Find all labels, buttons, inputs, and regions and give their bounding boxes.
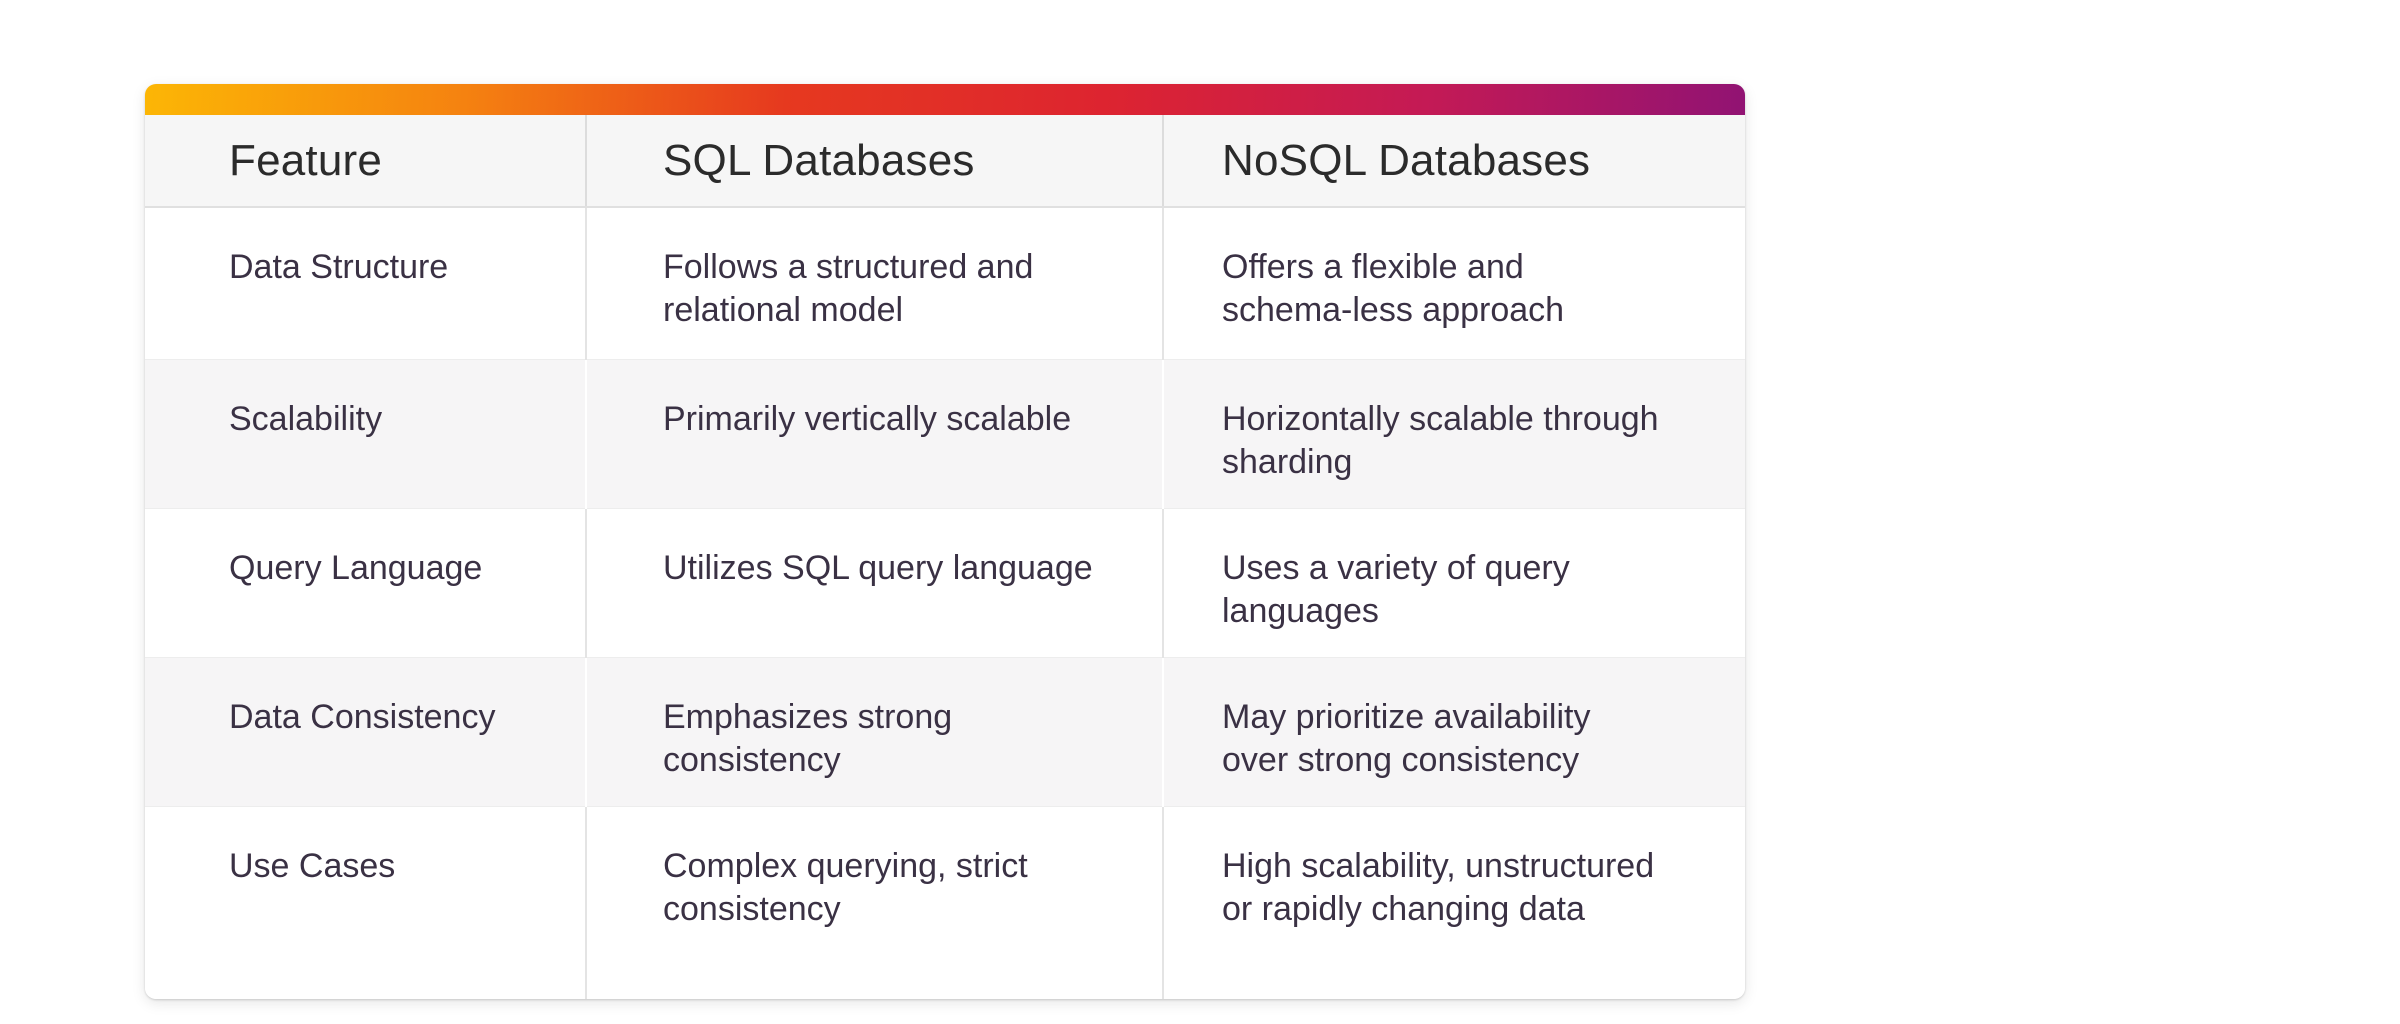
feature-cell: Data Consistency <box>145 656 586 806</box>
feature-cell: Data Structure <box>145 207 586 359</box>
table-header-row: Feature SQL Databases NoSQL Databases <box>145 115 1745 208</box>
table-row: Query Language Utilizes SQL query languag… <box>145 507 1745 657</box>
table-cell: Complex querying, strict consistency <box>585 805 1163 999</box>
column-header-feature: Feature <box>145 115 586 208</box>
table-cell: Emphasizes strong consistency <box>585 656 1163 806</box>
feature-cell: Scalability <box>145 358 586 508</box>
table-body: Data Structure Follows a structured and r… <box>145 207 1745 999</box>
column-header-sql: SQL Databases <box>585 115 1163 208</box>
feature-cell: Use Cases <box>145 805 586 999</box>
table-cell: Horizontally scalable through sharding <box>1162 358 1745 508</box>
table-cell: Offers a flexible and schema-less approa… <box>1162 207 1745 359</box>
table-cell: Uses a variety of query languages <box>1162 507 1745 657</box>
column-header-nosql: NoSQL Databases <box>1162 115 1745 208</box>
table-cell: May prioritize availability over strong … <box>1162 656 1745 806</box>
table-row: Data Consistency Emphasizes strong consis… <box>145 656 1745 806</box>
feature-cell: Query Language <box>145 507 586 657</box>
table-cell: Utilizes SQL query language <box>585 507 1163 657</box>
table-row: Use Cases Complex querying, strict consis… <box>145 805 1745 999</box>
table-cell: High scalability, unstructured or rapidl… <box>1162 805 1745 999</box>
table-cell: Follows a structured and relational mode… <box>585 207 1163 359</box>
table-cell: Primarily vertically scalable <box>585 358 1163 508</box>
gradient-accent-bar <box>145 84 1745 115</box>
table-row: Scalability Primarily vertically scalable… <box>145 358 1745 508</box>
comparison-table: Feature SQL Databases NoSQL Databases Da… <box>145 115 1745 999</box>
comparison-card: Feature SQL Databases NoSQL Databases Da… <box>145 84 1745 999</box>
table-row: Data Structure Follows a structured and r… <box>145 207 1745 359</box>
